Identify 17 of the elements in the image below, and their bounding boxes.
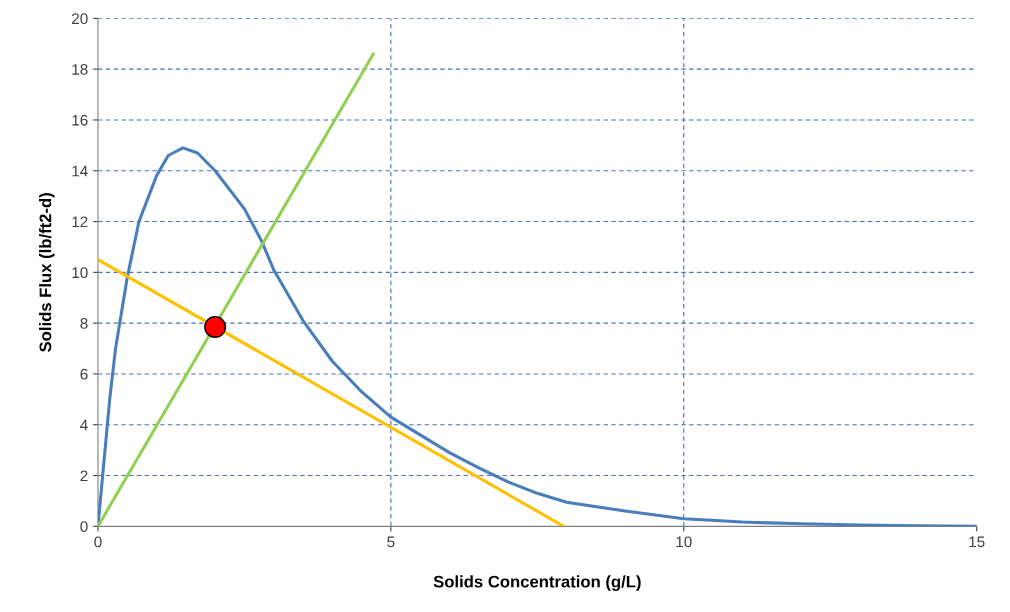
y-tick-label: 14 <box>72 165 88 177</box>
y-tick-label: 16 <box>72 114 88 126</box>
y-tick-label: 10 <box>72 267 88 279</box>
x-axis-title: Solids Concentration (g/L) <box>433 575 641 591</box>
x-tick-label: 0 <box>94 536 102 548</box>
y-axis-title: Solids Flux (lb/ft2-d) <box>39 193 55 352</box>
y-tick-label: 20 <box>72 13 88 25</box>
y-tick-label: 4 <box>80 419 88 431</box>
y-tick-label: 0 <box>80 521 88 533</box>
y-tick-label: 6 <box>80 368 88 380</box>
x-tick-label: 15 <box>969 536 985 548</box>
y-tick-label: 2 <box>80 470 88 482</box>
y-tick-label: 18 <box>72 64 88 75</box>
y-tick-label: 12 <box>72 216 88 228</box>
x-tick-label: 5 <box>387 536 395 548</box>
y-tick-label: 8 <box>80 318 88 329</box>
x-tick-label: 10 <box>676 536 692 548</box>
